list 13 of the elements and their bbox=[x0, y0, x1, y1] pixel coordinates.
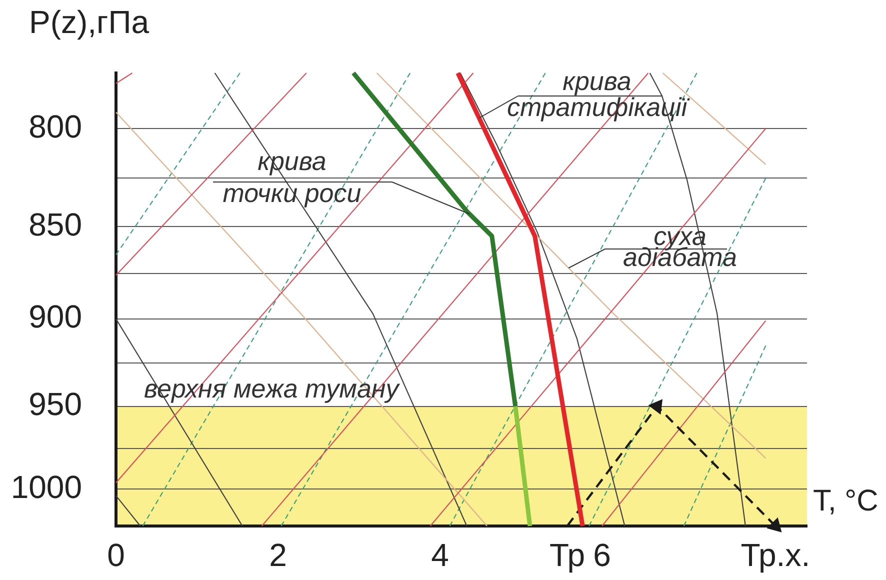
x-axis-title: T, °C bbox=[813, 484, 878, 518]
y-tick-label: 1000 bbox=[10, 469, 82, 506]
x-tick-label: 6 bbox=[593, 537, 611, 574]
x-tick-label: 2 bbox=[269, 537, 287, 574]
y-axis-title: P(z),гПа bbox=[28, 4, 150, 40]
y-tick-label: 900 bbox=[28, 298, 82, 335]
y-tick-label: 950 bbox=[28, 386, 82, 422]
x-tick-label: 0 bbox=[107, 537, 125, 574]
y-tick-label: 850 bbox=[28, 206, 82, 242]
y-tick-label: 800 bbox=[28, 108, 82, 144]
x-tick-label: Тр bbox=[549, 537, 585, 574]
x-tick-label: 4 bbox=[431, 537, 449, 574]
x-tick-label: Тр.х. bbox=[740, 537, 810, 574]
